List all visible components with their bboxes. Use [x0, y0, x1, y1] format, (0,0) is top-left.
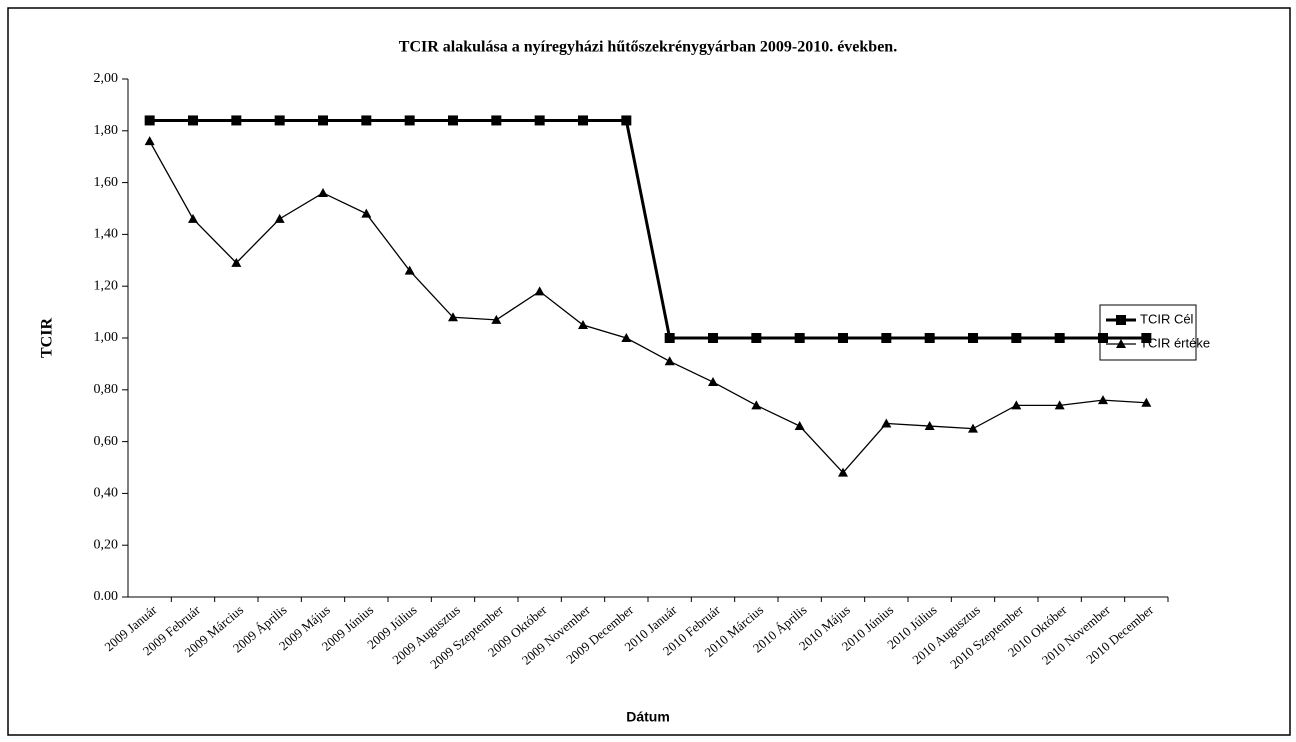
y-tick-label: 1,20: [94, 278, 119, 293]
series-marker: [534, 115, 545, 126]
series-marker: [578, 115, 588, 126]
legend-label: TCIR értéke: [1140, 335, 1210, 350]
series-marker: [1141, 397, 1152, 407]
legend-box: [1099, 304, 1197, 361]
y-tick-label: 1,60: [94, 175, 119, 190]
y-tick-label: 1,80: [94, 123, 119, 138]
series-marker: [1098, 395, 1108, 405]
series-marker: [968, 333, 978, 343]
series-marker: [751, 400, 762, 410]
legend-marker: [1116, 339, 1126, 348]
series-marker: [664, 333, 675, 343]
series-marker: [621, 333, 632, 342]
chart-title: TCIR alakulása a nyíregyházi hűtőszekrén…: [399, 39, 897, 56]
series-marker: [881, 333, 892, 343]
y-tick-label: 0,60: [94, 434, 119, 449]
y-tick-label: 1,40: [94, 227, 119, 242]
series-marker: [924, 421, 935, 431]
series-line: [149, 118, 1147, 340]
series-marker: [1054, 400, 1065, 410]
series-marker: [188, 213, 198, 223]
series-marker: [751, 333, 762, 343]
x-tick-label: 2009 Szeptember: [427, 602, 507, 672]
series-marker: [664, 356, 675, 366]
series-marker: [231, 257, 242, 267]
chart-border: [7, 7, 1291, 736]
series-marker: [274, 213, 285, 223]
y-tick-label: 0,40: [94, 486, 119, 501]
y-tick-label: 0,20: [94, 537, 119, 552]
y-tick-label: 1,00: [94, 330, 119, 345]
series-marker: [708, 333, 718, 343]
y-tick-label: 0.00: [94, 589, 119, 604]
series-marker: [1011, 400, 1022, 410]
series-marker: [404, 265, 415, 275]
series-marker: [144, 115, 155, 126]
series-marker: [838, 333, 848, 343]
legend-marker: [1116, 315, 1126, 325]
legend-label: TCIR Cél: [1140, 311, 1194, 326]
series-marker: [491, 314, 502, 324]
series-marker: [794, 333, 805, 343]
x-axis-label: Dátum: [626, 709, 670, 725]
series-marker: [361, 115, 372, 126]
series-marker: [188, 115, 198, 126]
series-marker: [448, 312, 458, 322]
series-marker: [274, 115, 285, 126]
series-marker: [404, 115, 415, 126]
series-marker: [361, 208, 372, 218]
series-marker: [924, 333, 935, 343]
series-marker: [708, 377, 718, 387]
series-marker: [231, 115, 242, 126]
series-line: [149, 140, 1147, 474]
series-marker: [881, 418, 892, 428]
series-marker: [318, 187, 328, 197]
series-marker: [578, 320, 588, 330]
series-marker: [144, 136, 155, 146]
series-marker: [491, 115, 502, 126]
series-marker: [621, 115, 632, 126]
y-axis-label: TCIR: [39, 318, 56, 358]
series-marker: [968, 423, 978, 433]
series-marker: [1141, 333, 1152, 343]
series-marker: [1011, 333, 1022, 343]
series-marker: [534, 286, 545, 296]
y-tick-label: 0,80: [94, 382, 119, 397]
series-marker: [318, 115, 328, 126]
series-marker: [1098, 333, 1108, 343]
y-tick-label: 2,00: [94, 71, 119, 86]
series-marker: [448, 115, 458, 126]
x-tick-label: 2010 Szeptember: [947, 602, 1027, 672]
series-marker: [838, 467, 848, 477]
series-marker: [794, 421, 805, 431]
series-marker: [1054, 333, 1065, 343]
